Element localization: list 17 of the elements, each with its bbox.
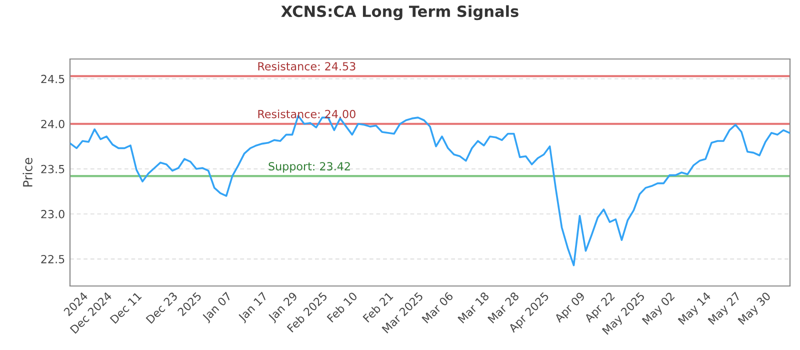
x-tick-label: Feb 10 — [326, 291, 358, 323]
x-tick-label: Dec 11 — [110, 292, 142, 324]
y-tick-label: 24.0 — [41, 120, 64, 128]
ref-line-label: Resistance: 24.00 — [258, 110, 356, 118]
x-tick-label: Apr 09 — [554, 292, 587, 324]
x-tick-label: Jan 07 — [201, 292, 234, 324]
x-tick-label: Jan 17 — [238, 292, 270, 324]
y-tick-label: 22.5 — [41, 254, 64, 264]
y-tick-label: 24.5 — [41, 74, 64, 84]
y-axis-title: Price — [22, 158, 32, 187]
ref-line-label: Resistance: 24.53 — [258, 62, 356, 70]
ref-line-label: Support: 23.42 — [268, 162, 350, 173]
y-tick-label: 23.0 — [41, 210, 64, 218]
y-tick-label: 23.5 — [41, 164, 64, 174]
chart-title: XCNS:CA Long Term Signals — [281, 5, 518, 20]
x-tick-label: Mar 06 — [422, 291, 454, 324]
x-tick-label: Dec 23 — [146, 292, 178, 324]
